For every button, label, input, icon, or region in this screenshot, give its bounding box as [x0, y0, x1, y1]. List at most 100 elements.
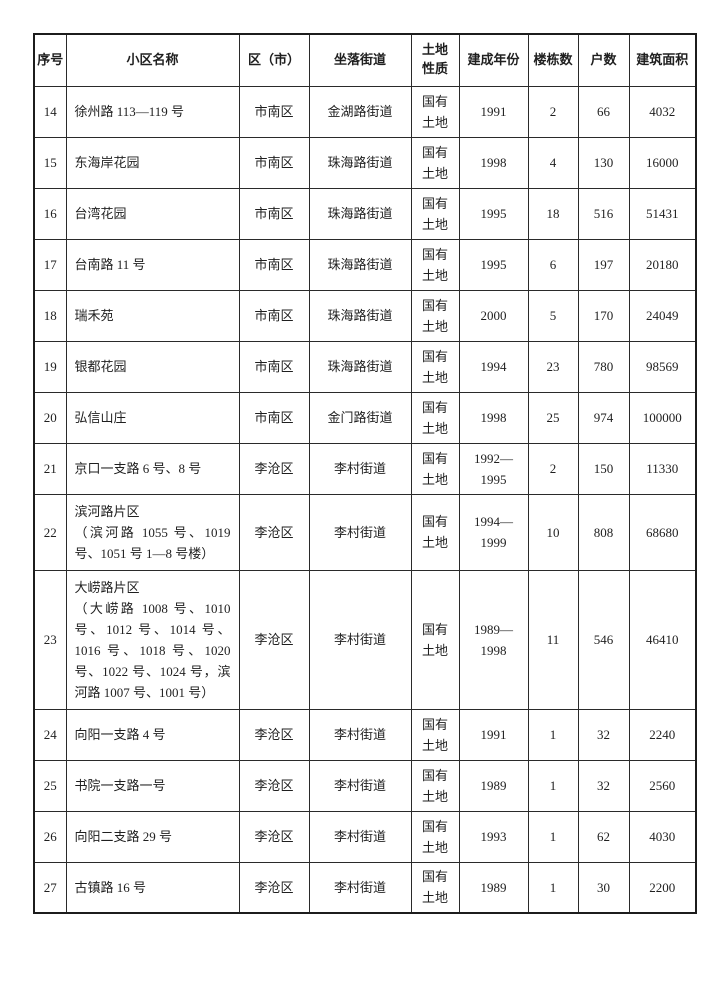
cell-street: 金湖路街道	[308, 85, 412, 138]
cell-household-count: 808	[577, 493, 630, 571]
table-row: 18 瑞禾苑 市南区 珠海路街道 国有 土地 2000 5 170 24049	[33, 289, 697, 342]
cell-household-count: 62	[577, 810, 630, 863]
cell-household-count: 130	[577, 136, 630, 189]
cell-land-nature: 国有 土地	[410, 238, 460, 291]
cell-community-name: 大崂路片区 （大崂路 1008 号、1010 号、1012 号、1014 号、1…	[65, 569, 240, 710]
cell-land-nature: 国有 土地	[410, 810, 460, 863]
cell-district: 市南区	[238, 340, 310, 393]
column-header: 户数	[577, 33, 630, 87]
cell-household-count: 780	[577, 340, 630, 393]
table-header: 序号 小区名称 区（市） 坐落街道 土地 性质 建成年份 楼栋数 户数 建筑面积	[33, 33, 697, 87]
cell-building-count: 18	[527, 187, 579, 240]
cell-household-count: 32	[577, 759, 630, 812]
cell-building-count: 2	[527, 442, 579, 495]
cell-district: 李沧区	[238, 569, 310, 710]
cell-building-count: 23	[527, 340, 579, 393]
table-row: 23 大崂路片区 （大崂路 1008 号、1010 号、1012 号、1014 …	[33, 569, 697, 710]
cell-building-count: 6	[527, 238, 579, 291]
cell-building-count: 1	[527, 861, 579, 914]
cell-building-count: 1	[527, 759, 579, 812]
cell-household-count: 150	[577, 442, 630, 495]
column-header: 坐落街道	[308, 33, 412, 87]
cell-district: 李沧区	[238, 861, 310, 914]
cell-community-name: 台南路 11 号	[65, 238, 240, 291]
cell-serial-number: 23	[33, 569, 67, 710]
column-header: 区（市）	[238, 33, 310, 87]
table-body: 14 徐州路 113—119 号 市南区 金湖路街道 国有 土地 1991 2 …	[33, 85, 697, 914]
cell-land-nature: 国有 土地	[410, 759, 460, 812]
table-row: 16 台湾花园 市南区 珠海路街道 国有 土地 1995 18 516 5143…	[33, 187, 697, 240]
cell-serial-number: 15	[33, 136, 67, 189]
cell-floor-area: 51431	[628, 187, 697, 240]
cell-land-nature: 国有 土地	[410, 708, 460, 761]
table-row: 27 古镇路 16 号 李沧区 李村街道 国有 土地 1989 1 30 220…	[33, 861, 697, 914]
cell-land-nature: 国有 土地	[410, 136, 460, 189]
cell-district: 市南区	[238, 289, 310, 342]
column-header: 土地 性质	[410, 33, 460, 87]
cell-district: 李沧区	[238, 810, 310, 863]
cell-community-name: 瑞禾苑	[65, 289, 240, 342]
cell-serial-number: 18	[33, 289, 67, 342]
cell-serial-number: 24	[33, 708, 67, 761]
cell-serial-number: 16	[33, 187, 67, 240]
cell-community-name: 台湾花园	[65, 187, 240, 240]
cell-floor-area: 24049	[628, 289, 697, 342]
table-row: 22 滨河路片区 （滨河路 1055 号、1019 号、1051 号 1—8 号…	[33, 493, 697, 571]
cell-land-nature: 国有 土地	[410, 442, 460, 495]
table-row: 24 向阳一支路 4 号 李沧区 李村街道 国有 土地 1991 1 32 22…	[33, 708, 697, 761]
cell-floor-area: 46410	[628, 569, 697, 710]
cell-district: 李沧区	[238, 493, 310, 571]
cell-year-built: 1994— 1999	[458, 493, 529, 571]
cell-serial-number: 22	[33, 493, 67, 571]
cell-floor-area: 68680	[628, 493, 697, 571]
cell-district: 市南区	[238, 136, 310, 189]
cell-household-count: 170	[577, 289, 630, 342]
residential-community-table: 序号 小区名称 区（市） 坐落街道 土地 性质 建成年份 楼栋数 户数 建筑面积 14 徐州路 …	[33, 33, 697, 914]
cell-year-built: 1998	[458, 136, 529, 189]
cell-floor-area: 4032	[628, 85, 697, 138]
cell-serial-number: 25	[33, 759, 67, 812]
cell-street: 李村街道	[308, 861, 412, 914]
cell-street: 珠海路街道	[308, 136, 412, 189]
cell-floor-area: 2240	[628, 708, 697, 761]
column-header: 建筑面积	[628, 33, 697, 87]
cell-year-built: 1989— 1998	[458, 569, 529, 710]
cell-district: 市南区	[238, 238, 310, 291]
cell-land-nature: 国有 土地	[410, 493, 460, 571]
cell-land-nature: 国有 土地	[410, 569, 460, 710]
table-row: 26 向阳二支路 29 号 李沧区 李村街道 国有 土地 1993 1 62 4…	[33, 810, 697, 863]
cell-district: 李沧区	[238, 708, 310, 761]
cell-household-count: 546	[577, 569, 630, 710]
cell-land-nature: 国有 土地	[410, 340, 460, 393]
cell-land-nature: 国有 土地	[410, 289, 460, 342]
cell-year-built: 1989	[458, 759, 529, 812]
table-row: 15 东海岸花园 市南区 珠海路街道 国有 土地 1998 4 130 1600…	[33, 136, 697, 189]
table-row: 14 徐州路 113—119 号 市南区 金湖路街道 国有 土地 1991 2 …	[33, 85, 697, 138]
cell-floor-area: 11330	[628, 442, 697, 495]
cell-street: 李村街道	[308, 493, 412, 571]
cell-land-nature: 国有 土地	[410, 391, 460, 444]
cell-floor-area: 2560	[628, 759, 697, 812]
cell-land-nature: 国有 土地	[410, 85, 460, 138]
cell-street: 李村街道	[308, 708, 412, 761]
cell-floor-area: 100000	[628, 391, 697, 444]
cell-household-count: 32	[577, 708, 630, 761]
cell-district: 李沧区	[238, 759, 310, 812]
cell-floor-area: 2200	[628, 861, 697, 914]
cell-building-count: 1	[527, 708, 579, 761]
cell-community-name: 滨河路片区 （滨河路 1055 号、1019 号、1051 号 1—8 号楼）	[65, 493, 240, 571]
cell-year-built: 1989	[458, 861, 529, 914]
cell-floor-area: 4030	[628, 810, 697, 863]
cell-year-built: 1993	[458, 810, 529, 863]
cell-serial-number: 14	[33, 85, 67, 138]
cell-year-built: 1992— 1995	[458, 442, 529, 495]
cell-street: 珠海路街道	[308, 340, 412, 393]
cell-serial-number: 27	[33, 861, 67, 914]
cell-community-name: 徐州路 113—119 号	[65, 85, 240, 138]
cell-street: 珠海路街道	[308, 289, 412, 342]
cell-serial-number: 17	[33, 238, 67, 291]
cell-community-name: 银都花园	[65, 340, 240, 393]
cell-community-name: 古镇路 16 号	[65, 861, 240, 914]
cell-street: 李村街道	[308, 569, 412, 710]
cell-building-count: 25	[527, 391, 579, 444]
